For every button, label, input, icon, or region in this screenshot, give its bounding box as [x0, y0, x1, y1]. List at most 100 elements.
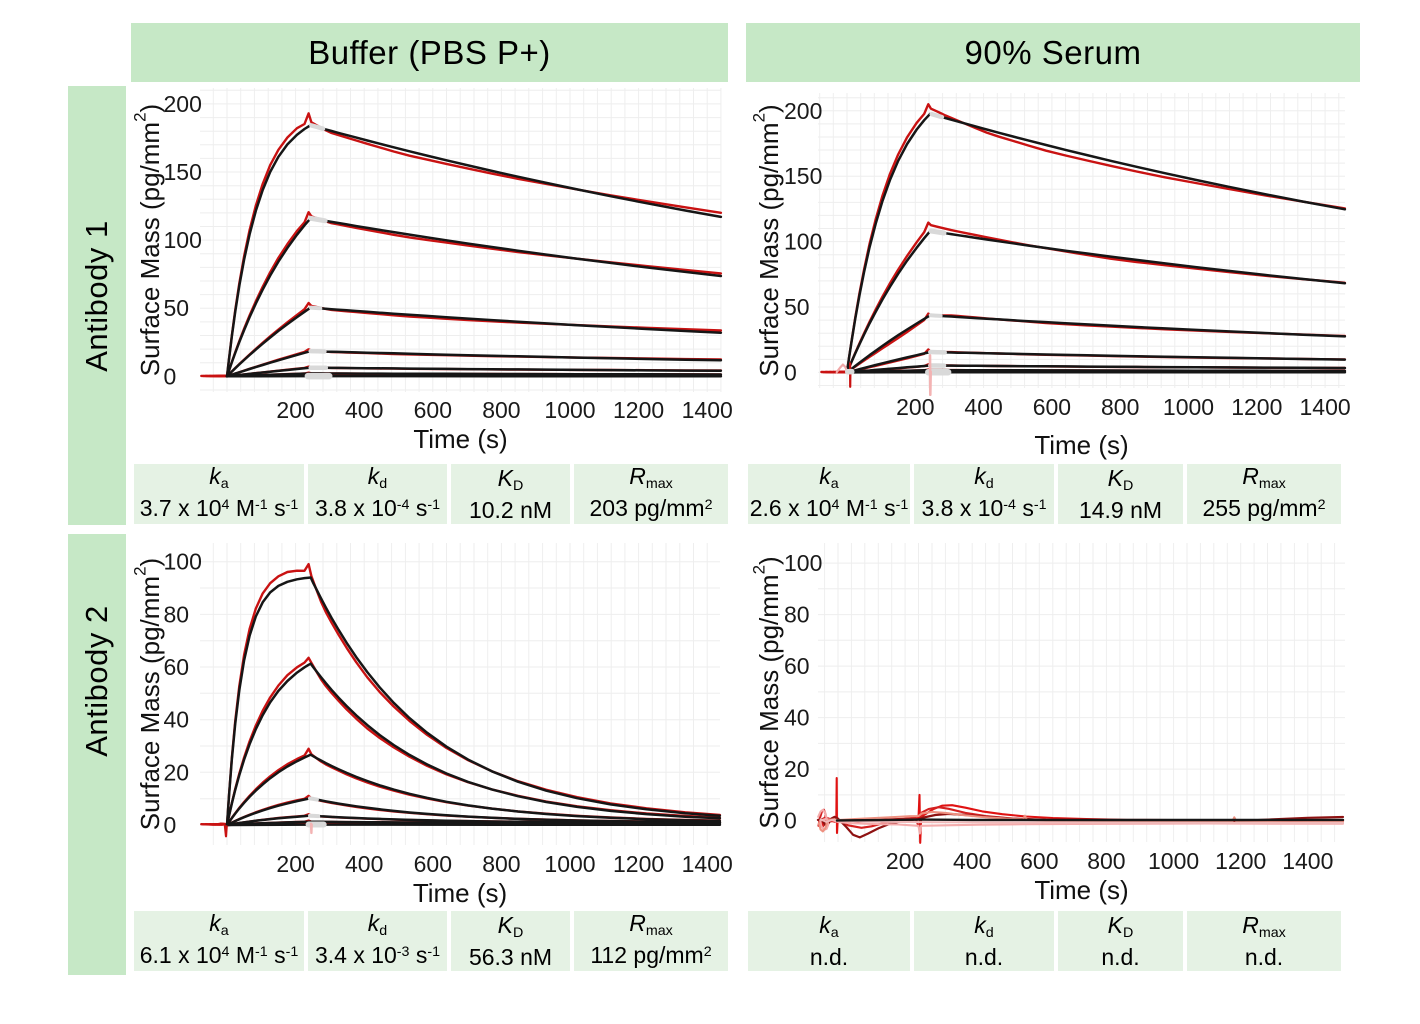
grid-antibody1-buffer [200, 88, 722, 392]
series-fit-antibody2-buffer [225, 797, 722, 827]
column-header-buffer-label: Buffer (PBS P+) [308, 33, 551, 71]
y-tick-label: 40 [164, 707, 190, 733]
y-axis-title: Surface Mass (pg/mm2) [130, 104, 165, 376]
row-header-antibody-1: Antibody 1 [68, 86, 126, 525]
series-mask-antibody1-buffer [309, 305, 323, 311]
x-tick-label: 1000 [544, 397, 595, 423]
series-antibody2-buffer [200, 562, 722, 838]
y-tick-label: 200 [164, 91, 202, 117]
y-tick-label: 20 [164, 759, 190, 785]
ticks-antibody1-serum: 200 400 600 800 1000 1200 1400 0 50 100 150 200 [784, 98, 1351, 420]
x-axis-title: Time (s) [413, 878, 507, 908]
x-tick-label: 1200 [1231, 394, 1282, 420]
ticks-antibody1-buffer: 200 400 600 800 1000 1200 1400 0 50 100 150 200 [164, 91, 733, 423]
chart-antibody1-serum: 200 400 600 800 1000 1200 1400 0 50 100 150 200 Time… [749, 93, 1351, 460]
series-mask-antibody2-buffer [308, 796, 319, 802]
grid-antibody2-buffer [200, 543, 720, 845]
series-fit-antibody1-serum [845, 313, 1347, 374]
series-fit-antibody2-buffer [225, 662, 722, 827]
series-artifact-antibody1-serum [928, 354, 932, 396]
series-data-antibody1-serum [832, 348, 1347, 374]
y-tick-label: 0 [784, 808, 797, 834]
ticks-antibody2-serum: 200 400 600 800 1000 1200 1400 0 20 40 60 80 100 [784, 550, 1333, 874]
series-mask-antibody1-serum [928, 313, 943, 318]
series-artifact-antibody2-buffer [309, 822, 313, 835]
x-tick-label: 400 [345, 851, 383, 877]
y-axis-title: Surface Mass (pg/mm2) [130, 558, 165, 830]
series-antibody1-serum [820, 103, 1347, 396]
y-tick-label: 20 [784, 756, 810, 782]
x-tick-label: 1000 [1148, 848, 1199, 874]
series-data-antibody2-buffer [204, 656, 722, 827]
column-header-serum: 90% Serum [746, 23, 1360, 82]
x-tick-label: 1400 [1300, 394, 1351, 420]
x-axis-title: Time (s) [1034, 430, 1128, 460]
y-tick-label: 100 [784, 229, 822, 255]
y-axis-title: Surface Mass (pg/mm2) [749, 556, 784, 828]
y-tick-label: 50 [164, 295, 190, 321]
x-tick-label: 1000 [544, 851, 595, 877]
x-tick-label: 800 [1087, 848, 1125, 874]
x-tick-label: 1400 [682, 397, 733, 423]
grid-antibody2-serum [818, 543, 1345, 842]
x-tick-label: 400 [345, 397, 383, 423]
ticks-antibody2-buffer: 200 400 600 800 1000 1200 1400 0 20 40 60 80 100 [164, 549, 733, 877]
x-tick-label: 200 [886, 848, 924, 874]
series-fit-antibody2-buffer [225, 576, 722, 827]
series-data-antibody1-serum [824, 221, 1347, 374]
x-tick-label: 600 [414, 851, 452, 877]
x-tick-label: 200 [896, 394, 934, 420]
y-tick-label: 0 [164, 363, 177, 389]
series-fit-antibody1-serum [845, 229, 1347, 374]
x-tick-label: 400 [964, 394, 1002, 420]
series-fit-antibody1-buffer [225, 306, 723, 378]
series-fit-antibody2-buffer [225, 753, 722, 827]
chart-antibody1-buffer: 200 400 600 800 1000 1200 1400 0 50 100 150 200 Time… [130, 88, 733, 454]
y-axis-title: Surface Mass (pg/mm2) [749, 104, 784, 376]
series-fit-antibody1-buffer [225, 123, 723, 378]
chart-antibody2-buffer: 200 400 600 800 1000 1200 1400 0 20 40 60 80 100 Time… [130, 543, 733, 908]
x-tick-label: 1000 [1163, 394, 1214, 420]
series-data-antibody1-serum [828, 312, 1347, 374]
y-tick-label: 200 [784, 98, 822, 124]
x-tick-label: 600 [1020, 848, 1058, 874]
column-header-buffer: Buffer (PBS P+) [131, 23, 728, 82]
y-tick-label: 60 [784, 653, 810, 679]
x-tick-label: 600 [1033, 394, 1071, 420]
series-fit-antibody1-serum [845, 364, 1347, 374]
series-antibody1-buffer [200, 112, 723, 380]
x-axis-title: Time (s) [1034, 875, 1128, 905]
y-tick-label: 80 [164, 601, 190, 627]
column-header-serum-label: 90% Serum [964, 33, 1142, 71]
y-tick-label: 0 [784, 359, 797, 385]
x-tick-label: 600 [414, 397, 452, 423]
series-mask-antibody1-serum [929, 111, 945, 120]
x-tick-label: 800 [1101, 394, 1139, 420]
x-tick-label: 400 [953, 848, 991, 874]
series-mask-antibody1-serum [928, 228, 947, 236]
x-tick-label: 1200 [613, 851, 664, 877]
x-tick-label: 800 [482, 851, 520, 877]
y-tick-label: 150 [164, 159, 202, 185]
y-tick-label: 0 [164, 812, 177, 838]
x-tick-label: 1400 [1282, 848, 1333, 874]
x-tick-label: 200 [276, 851, 314, 877]
series-data-antibody2-serum [819, 818, 1344, 824]
series-mask-antibody1-buffer [308, 215, 328, 224]
x-tick-label: 1200 [1215, 848, 1266, 874]
x-tick-label: 800 [482, 397, 520, 423]
series-fit-antibody1-serum [845, 112, 1347, 374]
series-data-antibody1-buffer [208, 301, 723, 378]
y-tick-label: 60 [164, 654, 190, 680]
y-tick-label: 80 [784, 602, 810, 628]
series-data-antibody2-serum [818, 777, 1345, 844]
y-tick-label: 100 [784, 550, 822, 576]
series-mask-antibody1-buffer [309, 123, 326, 131]
series-antibody2-serum [816, 777, 1345, 844]
grid-antibody1-serum [818, 93, 1345, 388]
series-fit-antibody1-serum [845, 350, 1347, 374]
y-tick-label: 100 [164, 227, 202, 253]
x-axis-title: Time (s) [413, 424, 507, 454]
